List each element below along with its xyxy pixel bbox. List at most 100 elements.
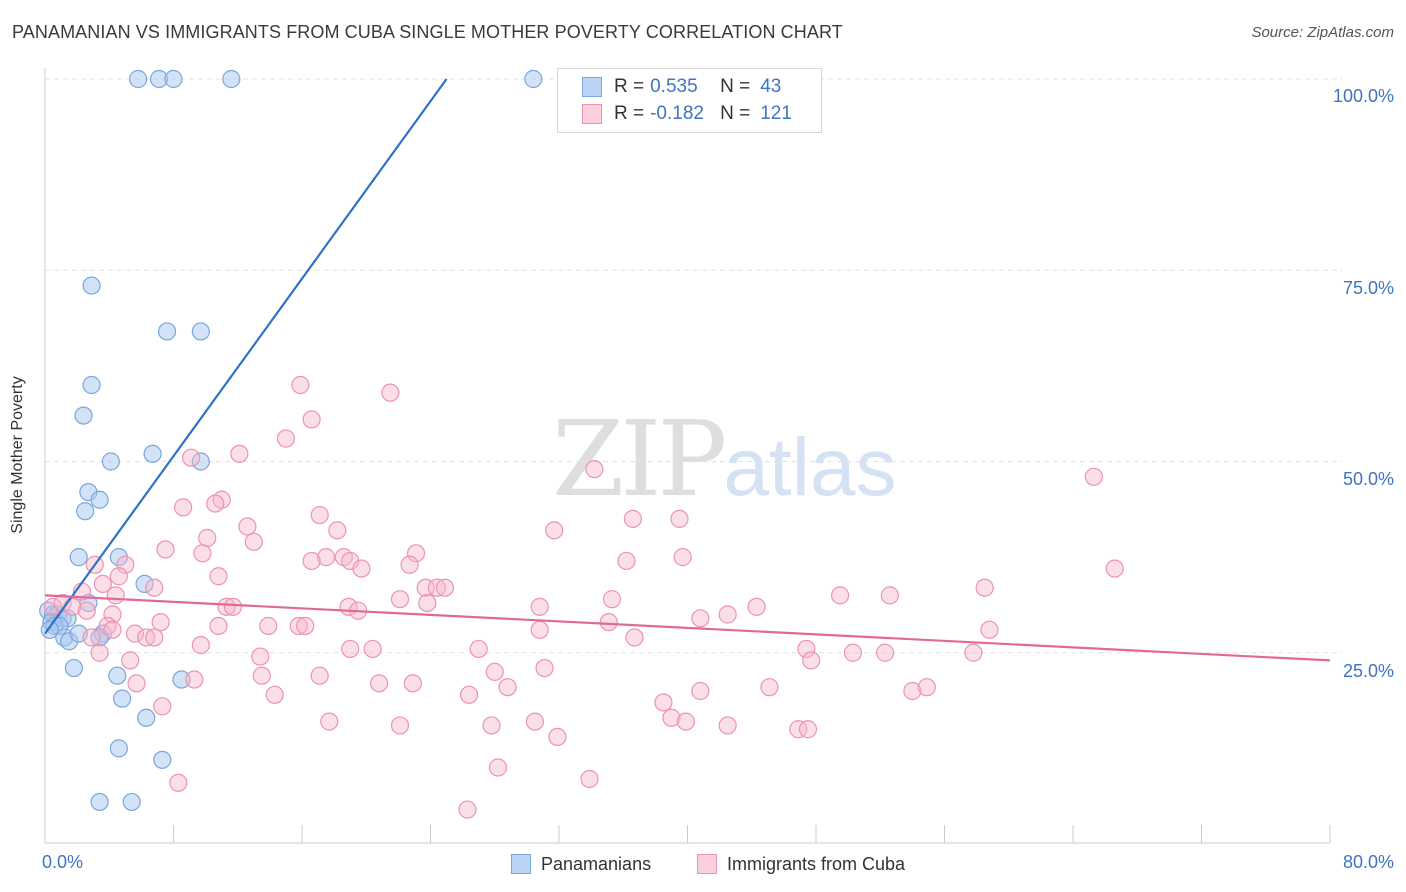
data-point-cuba xyxy=(156,540,175,559)
data-point-cuba xyxy=(718,716,737,735)
data-point-cuba xyxy=(145,628,164,647)
trend-lines xyxy=(44,78,1331,662)
data-point-cuba xyxy=(341,639,360,659)
data-point-cuba xyxy=(903,681,922,701)
data-point-cuba xyxy=(193,544,212,563)
data-point-cuba xyxy=(485,662,504,681)
data-point-cuba xyxy=(209,567,228,586)
data-point-cuba xyxy=(169,773,188,792)
data-point-cuba xyxy=(363,639,382,659)
data-point-cuba xyxy=(830,586,850,605)
data-point-cuba xyxy=(238,517,257,536)
data-point-cuba xyxy=(403,674,422,693)
data-point-cuba xyxy=(530,620,549,639)
data-point-panamanians xyxy=(82,276,101,295)
legend-swatch-blue xyxy=(511,854,531,874)
data-point-cuba xyxy=(370,674,389,693)
data-point-cuba xyxy=(964,643,983,662)
data-point-panamanians xyxy=(112,689,132,708)
data-point-cuba xyxy=(302,410,321,429)
axes xyxy=(44,68,1331,844)
data-point-cuba xyxy=(625,628,644,647)
data-point-cuba xyxy=(1105,559,1124,578)
data-point-cuba xyxy=(223,597,243,616)
data-point-cuba xyxy=(82,628,101,647)
data-point-cuba xyxy=(217,597,236,616)
data-point-cuba xyxy=(296,616,315,636)
data-point-cuba xyxy=(320,712,339,731)
data-point-cuba xyxy=(209,616,228,636)
data-point-cuba xyxy=(121,651,140,670)
legend-swatch-blue xyxy=(582,77,602,97)
data-point-cuba xyxy=(530,597,549,616)
data-point-cuba xyxy=(316,548,336,567)
data-point-cuba xyxy=(328,521,347,540)
y-tick-label-100: 100.0% xyxy=(1332,86,1394,106)
data-point-cuba xyxy=(548,727,567,747)
data-point-cuba xyxy=(525,712,545,731)
data-point-panamanians xyxy=(191,322,210,341)
legend-row-cuba: R = -0.182 N = 121 xyxy=(582,102,792,126)
data-point-cuba xyxy=(251,647,270,666)
data-point-cuba xyxy=(691,609,710,628)
data-point-cuba xyxy=(488,758,508,777)
data-point-panamanians xyxy=(129,69,148,89)
x-tick-label-max: 80.0% xyxy=(1342,852,1394,872)
watermark: ZIPatlas xyxy=(552,398,897,520)
data-point-cuba xyxy=(535,658,554,678)
data-point-cuba xyxy=(747,597,766,616)
data-point-cuba xyxy=(623,509,642,528)
legend-swatch-pink xyxy=(697,854,717,874)
data-point-cuba xyxy=(276,429,296,448)
legend-r-label: R = xyxy=(614,103,645,124)
data-point-cuba xyxy=(198,528,217,548)
data-point-panamanians xyxy=(40,620,59,639)
data-point-panamanians xyxy=(101,452,120,471)
legend-n-label: N = xyxy=(720,103,751,124)
series-cuba-points xyxy=(43,375,1124,819)
data-point-cuba xyxy=(691,681,710,701)
data-point-cuba xyxy=(880,586,899,605)
legend-label-cuba: Immigrants from Cuba xyxy=(727,853,906,874)
data-point-cuba xyxy=(1084,467,1103,486)
trend-line-cuba xyxy=(44,594,1331,662)
data-point-cuba xyxy=(53,593,72,613)
data-point-panamanians xyxy=(135,574,154,594)
data-point-cuba xyxy=(580,769,599,789)
data-point-cuba xyxy=(93,574,112,594)
legend-label-panamanians: Panamanians xyxy=(541,853,652,874)
data-point-cuba xyxy=(673,548,692,567)
data-point-cuba xyxy=(469,639,488,659)
data-point-panamanians xyxy=(143,444,162,463)
data-point-cuba xyxy=(103,605,122,624)
data-point-cuba xyxy=(151,613,170,632)
data-point-panamanians xyxy=(164,69,183,89)
watermark-zip: ZIP xyxy=(552,398,727,520)
legend-r-value: -0.182 xyxy=(650,103,704,124)
data-point-cuba xyxy=(459,685,479,704)
data-point-cuba xyxy=(760,678,779,697)
data-point-panamanians xyxy=(108,666,127,685)
data-point-cuba xyxy=(153,697,172,716)
data-point-cuba xyxy=(116,555,135,574)
data-point-cuba xyxy=(90,643,109,662)
data-point-cuba xyxy=(259,616,278,636)
data-point-cuba xyxy=(802,651,821,670)
data-point-cuba xyxy=(310,666,329,685)
data-point-panamanians xyxy=(74,406,93,425)
data-point-cuba xyxy=(352,559,371,578)
data-point-cuba xyxy=(654,693,673,712)
data-point-cuba xyxy=(390,590,410,609)
data-point-panamanians xyxy=(157,322,177,341)
legend-item-panamanians: Panamanians xyxy=(511,852,651,876)
x-tick-label-min: 0.0% xyxy=(42,852,84,872)
data-point-cuba xyxy=(400,555,419,574)
data-point-cuba xyxy=(174,498,193,517)
data-point-panamanians xyxy=(122,792,141,812)
y-tick-label-50: 50.0% xyxy=(1342,469,1394,489)
series-panamanians-points xyxy=(39,69,543,812)
legend-n-value: 43 xyxy=(760,76,782,97)
data-point-cuba xyxy=(185,670,204,689)
data-point-panamanians xyxy=(64,658,84,678)
